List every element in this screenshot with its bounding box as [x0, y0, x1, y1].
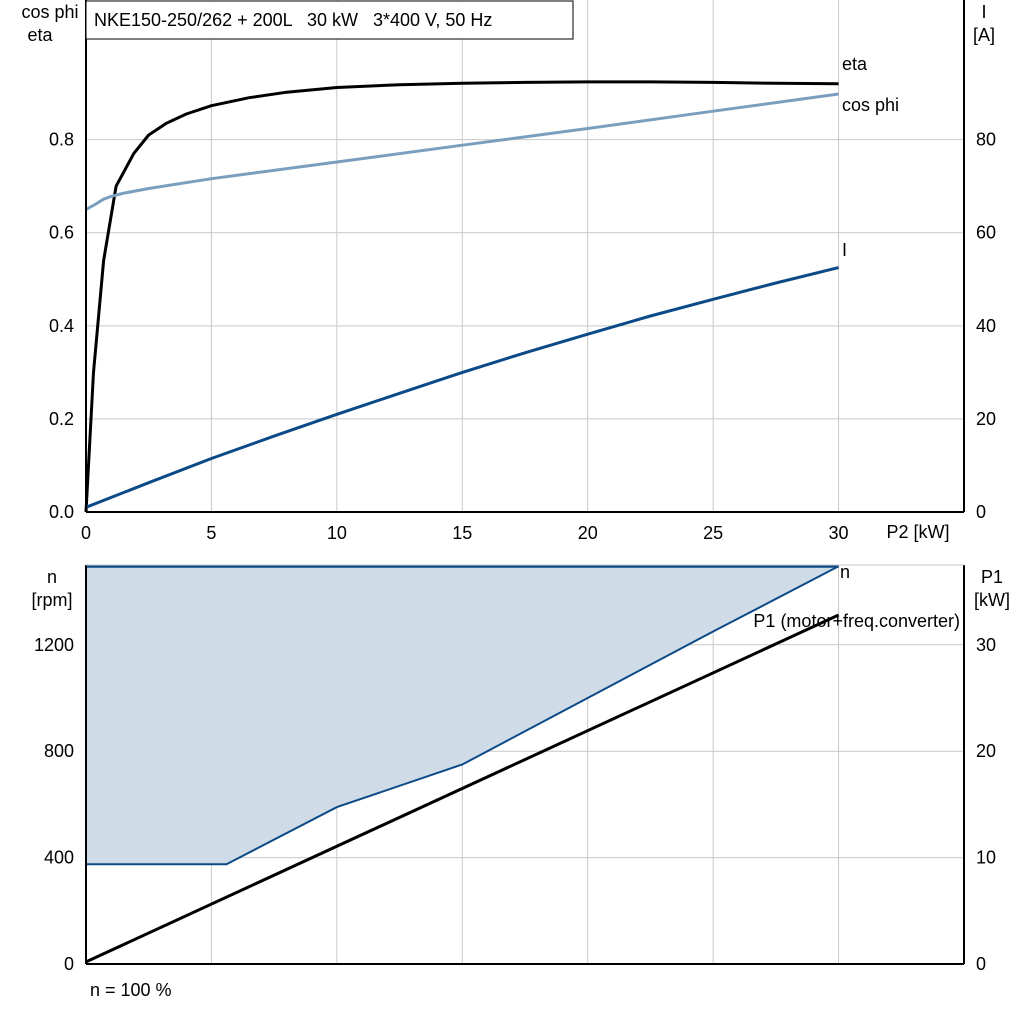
speed-range-area: [86, 566, 839, 865]
efficiency-axes: [85, 0, 965, 513]
c1-xtick-20: 20: [578, 523, 598, 543]
efficiency-ticks: 0 5 10 15 20 25 30 0.0 0.2 0.4 0.6 0.8 0 20 40 60 80: [49, 130, 996, 543]
eta-curve: [84, 80, 839, 513]
c1-xtick-15: 15: [452, 523, 472, 543]
p1-curve: [85, 613, 840, 964]
c2-ytick-left-2: 800: [44, 741, 74, 761]
c1-ytick-left-4: 0.8: [49, 130, 74, 150]
efficiency-series: [84, 80, 839, 513]
y-left-label-n: n: [47, 567, 57, 587]
speed-ticks: 0 400 800 1200 0 10 20 30: [34, 635, 996, 974]
c2-ytick-left-1: 400: [44, 848, 74, 868]
c1-ytick-right-3: 60: [976, 223, 996, 243]
c1-ytick-left-2: 0.4: [49, 316, 74, 336]
c2-ytick-right-0: 0: [976, 954, 986, 974]
y-left-label-cosphi: cos phi: [21, 2, 78, 22]
efficiency-grid: [86, 0, 964, 512]
c2-ytick-left-3: 1200: [34, 635, 74, 655]
chart-title: NKE150-250/262 + 200L 30 kW 3*400 V, 50 …: [94, 10, 492, 30]
c1-ytick-right-0: 0: [976, 502, 986, 522]
c2-ytick-right-1: 10: [976, 848, 996, 868]
label-current: I: [842, 240, 847, 260]
c1-xtick-5: 5: [206, 523, 216, 543]
y-right-label-unit: [A]: [973, 25, 995, 45]
c1-xtick-0: 0: [81, 523, 91, 543]
label-eta: eta: [842, 54, 868, 74]
speed-axes: [85, 564, 965, 965]
c1-ytick-left-3: 0.6: [49, 223, 74, 243]
y-right-label-p1: P1: [981, 567, 1003, 587]
c2-ytick-right-2: 20: [976, 741, 996, 761]
c2-ytick-left-0: 0: [64, 954, 74, 974]
c1-ytick-right-4: 80: [976, 130, 996, 150]
c1-xtick-30: 30: [829, 523, 849, 543]
efficiency-chart: 0 5 10 15 20 25 30 0.0 0.2 0.4 0.6 0.8 0 20 40 60 80 NKE…: [21, 0, 996, 543]
c1-xtick-10: 10: [327, 523, 347, 543]
c1-ytick-right-1: 20: [976, 409, 996, 429]
c1-ytick-left-1: 0.2: [49, 409, 74, 429]
footer-note: n = 100 %: [90, 980, 172, 1000]
cos-phi-curve: [85, 92, 839, 211]
y-right-label-i: I: [981, 2, 986, 22]
speed-power-chart: 0 400 800 1200 0 10 20 30 n [rpm] P1 [kW] n P1 …: [31, 562, 1010, 974]
label-speed: n: [840, 562, 850, 582]
y-right-label-kw: [kW]: [974, 590, 1010, 610]
speed-series: [85, 564, 840, 964]
y-left-label-eta: eta: [27, 25, 53, 45]
label-cos-phi: cos phi: [842, 95, 899, 115]
current-curve: [85, 266, 839, 509]
c1-xtick-25: 25: [703, 523, 723, 543]
c1-ytick-right-2: 40: [976, 316, 996, 336]
label-p1: P1 (motor+freq.converter): [753, 611, 960, 631]
c1-ytick-left-0: 0.0: [49, 502, 74, 522]
c2-ytick-right-3: 30: [976, 635, 996, 655]
x-axis-label: P2 [kW]: [886, 522, 949, 542]
speed-min-curve: [86, 565, 840, 866]
chart-title-box: [85, 0, 574, 40]
y-left-label-rpm: [rpm]: [31, 590, 72, 610]
